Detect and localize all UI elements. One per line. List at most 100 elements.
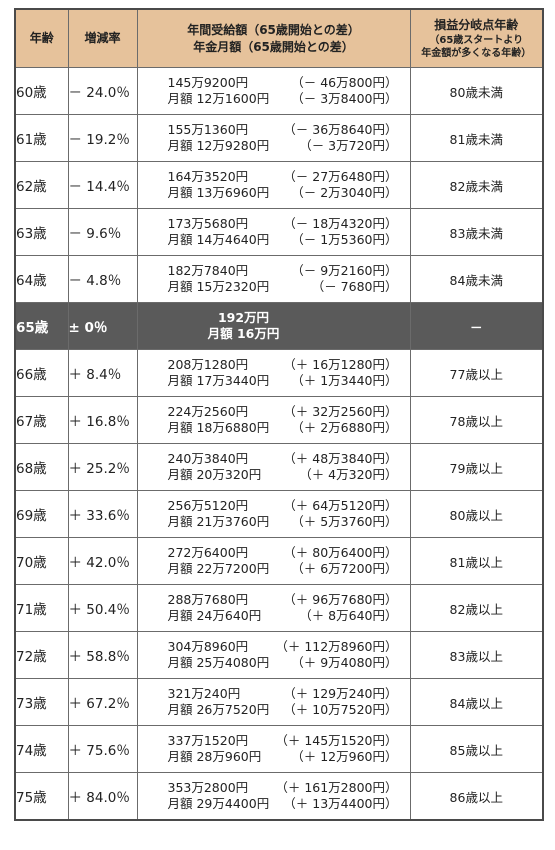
annual-line: 182万7840円 （－ 9万2160円） xyxy=(138,263,410,279)
header-amount: 年間受給額（65歳開始との差） 年金月額（65歳開始との差） xyxy=(136,8,411,68)
monthly-amount: 月額 25万4080円 xyxy=(167,655,270,670)
breakeven-cell: 80歳未満 xyxy=(409,67,544,115)
annual-diff: （＋ 96万7680円） xyxy=(283,591,398,607)
annual-diff: （＋ 64万5120円） xyxy=(283,497,398,513)
monthly-line: 月額 15万2320円 （－ 7680円） xyxy=(138,279,410,295)
rate-cell: － 24.0％ xyxy=(67,67,138,115)
breakeven-cell: 82歳未満 xyxy=(409,161,544,209)
annual-amount: 145万9200円 xyxy=(167,74,249,90)
annual-amount: 164万3520円 xyxy=(167,168,249,184)
header-rate: 増減率 xyxy=(67,8,138,68)
header-breakeven-sub1: （65歳スタートより xyxy=(429,34,524,46)
monthly-diff: （－ 3万8400円） xyxy=(291,91,398,106)
breakeven-cell: － xyxy=(409,302,544,350)
breakeven-cell: 83歳未満 xyxy=(409,208,544,256)
annual-amount: 224万2560円 xyxy=(167,403,249,419)
breakeven-cell: 82歳以上 xyxy=(409,584,544,632)
rate-cell: ＋ 50.4％ xyxy=(67,584,138,632)
annual-amount: 337万1520円 xyxy=(167,732,249,748)
header-breakeven-title: 損益分岐点年齢 xyxy=(434,18,519,33)
age-cell: 63歳 xyxy=(14,208,69,256)
monthly-line: 月額 25万4080円 （＋ 9万4080円） xyxy=(138,655,410,671)
monthly-line: 月額 14万4640円 （－ 1万5360円） xyxy=(138,232,410,248)
rate-cell: － 19.2％ xyxy=(67,114,138,162)
monthly-line: 月額 21万3760円 （＋ 5万3760円） xyxy=(138,514,410,530)
amount-cell: 164万3520円 （－ 27万6480円） 月額 13万6960円 （－ 2万304… xyxy=(136,161,411,209)
amount-cell: 256万5120円 （＋ 64万5120円） 月額 21万3760円 （＋ 5万376… xyxy=(136,490,411,538)
breakeven-cell: 85歳以上 xyxy=(409,725,544,773)
annual-line: 164万3520円 （－ 27万6480円） xyxy=(138,169,410,185)
monthly-diff: （－ 7680円） xyxy=(311,279,398,294)
breakeven-cell: 86歳以上 xyxy=(409,772,544,821)
annual-amount: 321万240円 xyxy=(167,685,241,701)
annual-line: 321万240円 （＋ 129万240円） xyxy=(138,686,410,702)
table-row: 64歳－ 4.8％ 182万7840円 （－ 9万2160円） 月額 15万2320円… xyxy=(14,255,544,303)
breakeven-cell: 84歳未満 xyxy=(409,255,544,303)
annual-line: 173万5680円 （－ 18万4320円） xyxy=(138,216,410,232)
rate-cell: ＋ 42.0％ xyxy=(67,537,138,585)
breakeven-cell: 77歳以上 xyxy=(409,349,544,397)
monthly-line: 月額 12万9280円 （－ 3万720円） xyxy=(138,138,410,154)
annual-amount: 256万5120円 xyxy=(167,497,249,513)
annual-diff: （＋ 161万2800円） xyxy=(275,779,398,795)
header-amount-line2: 年金月額（65歳開始との差） xyxy=(193,39,354,54)
monthly-amount: 月額 14万4640円 xyxy=(167,232,270,247)
annual-diff: （－ 46万800円） xyxy=(291,74,398,90)
table-row: 73歳＋ 67.2％ 321万240円 （＋ 129万240円） 月額 26万7520… xyxy=(14,678,544,726)
monthly-diff: （＋ 10万7520円） xyxy=(283,702,398,717)
table-row: 65歳 ± 0％ 192万円 月額 16万円－ xyxy=(14,302,544,350)
age-cell: 69歳 xyxy=(14,490,69,538)
annual-amount: 353万2800円 xyxy=(167,779,249,795)
pension-table: 年齢 増減率 年間受給額（65歳開始との差） 年金月額（65歳開始との差） 損益… xyxy=(14,8,544,821)
annual-diff: （＋ 16万1280円） xyxy=(283,356,398,372)
annual-line: 145万9200円 （－ 46万800円） xyxy=(138,75,410,91)
amount-cell: 145万9200円 （－ 46万800円） 月額 12万1600円 （－ 3万8400… xyxy=(136,67,411,115)
monthly-line: 月額 28万960円 （＋ 12万960円） xyxy=(138,749,410,765)
breakeven-cell: 78歳以上 xyxy=(409,396,544,444)
monthly-amount: 月額 13万6960円 xyxy=(167,185,270,200)
annual-line: 256万5120円 （＋ 64万5120円） xyxy=(138,498,410,514)
annual-diff: （＋ 112万8960円） xyxy=(275,638,398,654)
amount-cell: 182万7840円 （－ 9万2160円） 月額 15万2320円 （－ 7680円） xyxy=(136,255,411,303)
table-row: 67歳＋ 16.8％ 224万2560円 （＋ 32万2560円） 月額 18万688… xyxy=(14,396,544,444)
monthly-diff: （＋ 9万4080円） xyxy=(291,655,398,670)
annual-diff: （－ 9万2160円） xyxy=(291,262,398,278)
table-body: 60歳－ 24.0％ 145万9200円 （－ 46万800円） 月額 12万1600… xyxy=(14,67,544,821)
annual-amount: 304万8960円 xyxy=(167,638,249,654)
annual-line: 224万2560円 （＋ 32万2560円） xyxy=(138,404,410,420)
monthly-amount: 月額 28万960円 xyxy=(167,749,262,764)
monthly-line: 月額 24万640円 （＋ 8万640円） xyxy=(138,608,410,624)
monthly-line: 月額 18万6880円 （＋ 2万6880円） xyxy=(138,420,410,436)
amount-cell: 240万3840円 （＋ 48万3840円） 月額 20万320円 （＋ 4万320円… xyxy=(136,443,411,491)
monthly-amount: 月額 16万円 xyxy=(207,326,280,341)
table-row: 70歳＋ 42.0％ 272万6400円 （＋ 80万6400円） 月額 22万720… xyxy=(14,537,544,585)
monthly-line: 月額 13万6960円 （－ 2万3040円） xyxy=(138,185,410,201)
header-row: 年齢 増減率 年間受給額（65歳開始との差） 年金月額（65歳開始との差） 損益… xyxy=(14,8,544,68)
age-cell: 67歳 xyxy=(14,396,69,444)
age-cell: 66歳 xyxy=(14,349,69,397)
header-breakeven-sub2: 年金額が多くなる年齢） xyxy=(421,47,532,59)
amount-cell: 208万1280円 （＋ 16万1280円） 月額 17万3440円 （＋ 1万344… xyxy=(136,349,411,397)
table-row: 61歳－ 19.2％ 155万1360円 （－ 36万8640円） 月額 12万928… xyxy=(14,114,544,162)
age-cell: 74歳 xyxy=(14,725,69,773)
monthly-line: 月額 26万7520円 （＋ 10万7520円） xyxy=(138,702,410,718)
monthly-amount: 月額 24万640円 xyxy=(167,608,262,623)
monthly-amount: 月額 12万1600円 xyxy=(167,91,270,106)
annual-line: 353万2800円 （＋ 161万2800円） xyxy=(138,780,410,796)
rate-cell: ＋ 58.8％ xyxy=(67,631,138,679)
annual-amount: 155万1360円 xyxy=(167,121,249,137)
monthly-diff: （＋ 8万640円） xyxy=(299,608,398,623)
amount-cell: 337万1520円 （＋ 145万1520円） 月額 28万960円 （＋ 12万96… xyxy=(136,725,411,773)
age-cell: 68歳 xyxy=(14,443,69,491)
annual-line: 240万3840円 （＋ 48万3840円） xyxy=(138,451,410,467)
annual-amount: 272万6400円 xyxy=(167,544,249,560)
table-row: 75歳＋ 84.0％ 353万2800円 （＋ 161万2800円） 月額 29万44… xyxy=(14,772,544,821)
amount-cell: 272万6400円 （＋ 80万6400円） 月額 22万7200円 （＋ 6万720… xyxy=(136,537,411,585)
monthly-amount: 月額 18万6880円 xyxy=(167,420,270,435)
table-row: 71歳＋ 50.4％ 288万7680円 （＋ 96万7680円） 月額 24万640… xyxy=(14,584,544,632)
monthly-diff: （－ 3万720円） xyxy=(299,138,398,153)
age-cell: 64歳 xyxy=(14,255,69,303)
monthly-amount: 月額 26万7520円 xyxy=(167,702,270,717)
amount-cell: 321万240円 （＋ 129万240円） 月額 26万7520円 （＋ 10万752… xyxy=(136,678,411,726)
annual-amount: 182万7840円 xyxy=(167,262,249,278)
